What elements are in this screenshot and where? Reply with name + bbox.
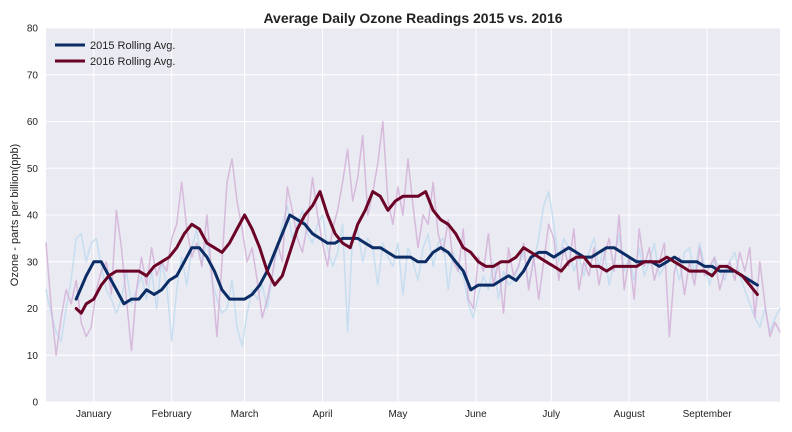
y-tick-label: 50 [27,164,39,175]
x-tick-label: September [683,409,733,420]
series-lines [45,120,781,357]
x-tick-label: April [312,409,332,420]
y-tick-label: 60 [27,117,39,128]
chart-title: Average Daily Ozone Readings 2015 vs. 20… [263,10,562,26]
y-tick-label: 20 [27,304,39,315]
raw-daily-line-2016 [45,120,781,357]
y-tick-label: 80 [27,24,39,35]
rolling-avg-line-2016 [74,190,759,315]
legend-label-2016: 2016 Rolling Avg. [90,56,175,68]
x-tick-label: June [465,409,487,420]
y-tick-label: 0 [32,398,38,409]
x-tick-label: February [152,409,192,420]
y-tick-label: 30 [27,257,39,268]
x-tick-label: July [542,409,560,420]
legend: 2015 Rolling Avg. 2016 Rolling Avg. [55,40,175,68]
x-tick-label: January [76,409,112,420]
x-tick-label: March [231,409,259,420]
y-axis-label: Ozone - parts per billion(ppb) [9,144,21,286]
y-tick-label: 40 [27,211,39,222]
y-tick-label: 10 [27,351,39,362]
x-tick-label: May [388,409,407,420]
legend-label-2015: 2015 Rolling Avg. [90,40,175,52]
axis-ticks: 0 10 20 30 40 50 60 70 80 January February March Apr… [27,24,732,421]
x-tick-label: August [614,409,645,420]
y-tick-label: 70 [27,70,39,81]
